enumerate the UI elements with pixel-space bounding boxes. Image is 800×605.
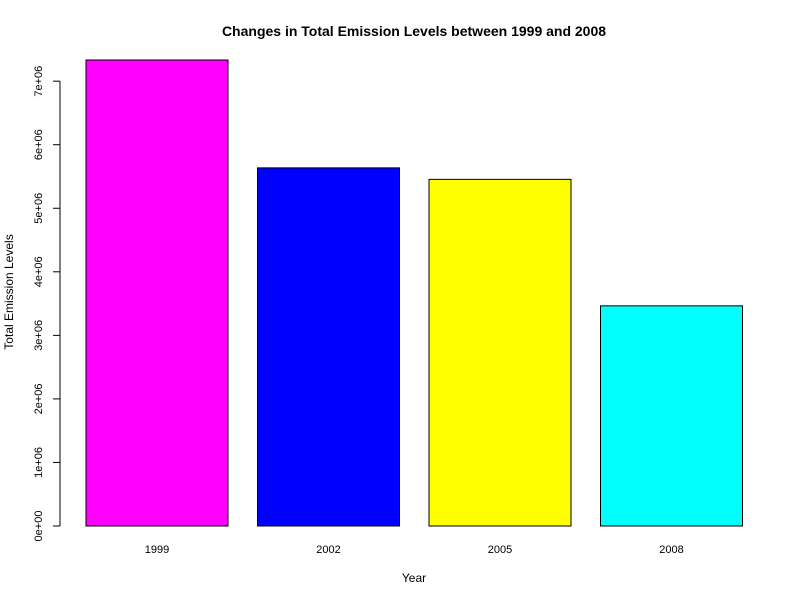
x-tick-label-1999: 1999 <box>145 544 169 556</box>
bar-2002 <box>257 167 400 527</box>
bar-1999 <box>85 59 229 527</box>
y-tick-label: 7e+06 <box>33 66 45 97</box>
y-tick-label: 5e+06 <box>33 193 45 224</box>
x-axis-label: Year <box>402 571 426 585</box>
y-tick-label: 3e+06 <box>33 320 45 351</box>
bar-group <box>85 59 743 527</box>
y-axis: 0e+00 1e+06 2e+06 3e+06 4e+06 5e+06 6e+06 7e+06 <box>33 66 61 542</box>
y-tick-label: 6e+06 <box>33 129 45 160</box>
x-tick-labels: 1999 2002 2005 2008 <box>145 544 684 556</box>
bar-2005 <box>428 178 572 527</box>
y-axis-label: Total Emission Levels <box>2 234 16 349</box>
bar-2008 <box>600 305 743 527</box>
x-tick-label-2008: 2008 <box>659 544 683 556</box>
y-tick-label: 4e+06 <box>33 256 45 287</box>
chart-title: Changes in Total Emission Levels between… <box>222 23 606 39</box>
y-tick-label: 2e+06 <box>33 383 45 414</box>
x-tick-label-2002: 2002 <box>316 544 340 556</box>
y-tick-label: 0e+00 <box>33 511 45 542</box>
x-tick-label-2005: 2005 <box>488 544 512 556</box>
y-tick-label: 1e+06 <box>33 447 45 478</box>
